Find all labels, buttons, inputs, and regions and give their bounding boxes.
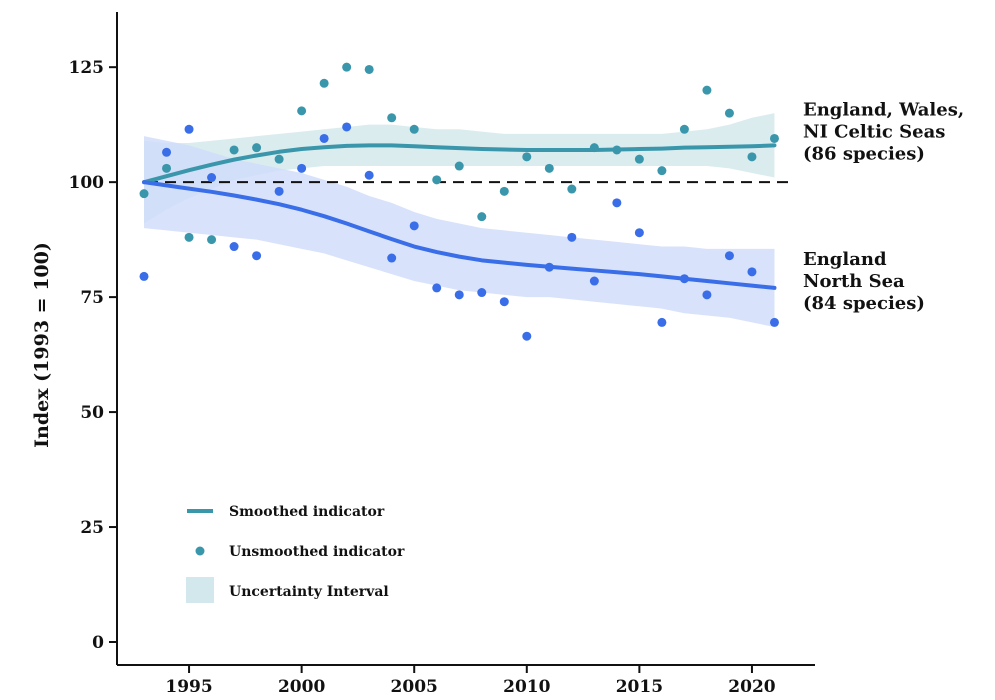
legend-label-uncertainty: Uncertainty Interval	[229, 584, 389, 600]
series-label-line: (86 species)	[803, 143, 925, 164]
data-point-north	[589, 276, 599, 286]
data-point-celtic	[454, 161, 464, 171]
data-point-north	[544, 262, 554, 272]
data-point-north	[184, 124, 194, 134]
legend-label-smoothed: Smoothed indicator	[229, 504, 385, 520]
data-point-celtic	[724, 108, 734, 118]
y-axis-ticks: 0 25 50 75 100 125	[69, 58, 117, 653]
data-point-celtic	[364, 64, 374, 74]
data-point-celtic	[477, 212, 487, 222]
x-tick-label: 2005	[391, 677, 438, 697]
data-point-north	[319, 133, 329, 143]
data-point-celtic	[319, 78, 329, 88]
legend-dot-swatch	[195, 546, 205, 556]
data-point-celtic	[274, 154, 284, 164]
data-point-celtic	[544, 163, 554, 173]
y-tick-label: 50	[80, 403, 104, 423]
legend-label-unsmoothed: Unsmoothed indicator	[229, 544, 405, 560]
data-point-north	[409, 221, 419, 231]
y-axis-title: Index (1993 = 100)	[31, 242, 53, 448]
data-point-north	[522, 331, 532, 341]
data-point-north	[364, 170, 374, 180]
smoothed-lines	[142, 143, 777, 290]
data-point-north	[747, 267, 757, 277]
data-point-celtic	[207, 235, 217, 245]
data-point-celtic	[409, 124, 419, 134]
data-point-celtic	[229, 145, 239, 155]
data-point-celtic	[342, 62, 352, 72]
data-point-north	[724, 251, 734, 261]
data-point-celtic	[162, 163, 172, 173]
smoothed-line-celtic	[142, 143, 777, 185]
data-point-north	[702, 290, 712, 300]
data-point-north	[477, 288, 487, 298]
x-tick-label: 1995	[165, 677, 212, 697]
data-point-north	[454, 290, 464, 300]
data-point-celtic	[184, 232, 194, 242]
series-label-line: NI Celtic Seas	[803, 121, 945, 142]
data-point-celtic	[702, 85, 712, 95]
data-point-north	[657, 317, 667, 327]
series-label-line: England	[803, 249, 887, 270]
data-point-celtic	[567, 184, 577, 194]
data-point-celtic	[634, 154, 644, 164]
series-label-line: North Sea	[803, 271, 905, 292]
data-point-celtic	[387, 113, 397, 123]
y-tick-label: 25	[80, 518, 104, 538]
data-point-north	[229, 242, 239, 252]
data-point-celtic	[522, 152, 532, 162]
data-point-celtic	[252, 143, 262, 153]
data-points	[139, 62, 779, 341]
data-point-north	[207, 173, 217, 183]
y-tick-label: 100	[69, 173, 105, 193]
data-point-north	[432, 283, 442, 293]
x-tick-label: 2000	[278, 677, 325, 697]
data-point-celtic	[432, 175, 442, 185]
x-axis-ticks: 1995 2000 2005 2010 2015 2020	[165, 665, 776, 697]
data-point-celtic	[139, 189, 149, 199]
legend: Smoothed indicator Unsmoothed indicator …	[186, 504, 405, 603]
data-point-celtic	[499, 186, 509, 196]
data-point-celtic	[589, 143, 599, 153]
series-label-line: England, Wales,	[803, 99, 964, 120]
data-point-north	[567, 232, 577, 242]
legend-band-swatch	[186, 577, 214, 603]
data-point-north	[634, 228, 644, 238]
y-tick-label: 125	[69, 58, 105, 78]
data-point-north	[342, 122, 352, 132]
data-point-celtic	[769, 133, 779, 143]
axes: 0 25 50 75 100 125 1995 2000 2005 2010 2015 2020	[69, 12, 815, 697]
data-point-north	[499, 297, 509, 307]
data-point-north	[297, 163, 307, 173]
y-tick-label: 0	[92, 633, 104, 653]
data-point-north	[769, 317, 779, 327]
data-point-north	[679, 274, 689, 284]
data-point-celtic	[612, 145, 622, 155]
x-tick-label: 2015	[616, 677, 663, 697]
uncertainty-band-celtic	[144, 113, 775, 224]
series-label-celtic: England, Wales, NI Celtic Seas (86 species…	[803, 99, 964, 164]
x-tick-label: 2010	[503, 677, 550, 697]
y-tick-label: 75	[80, 288, 104, 308]
data-point-celtic	[297, 106, 307, 116]
series-label-north: England North Sea (84 species)	[803, 249, 925, 314]
data-point-celtic	[747, 152, 757, 162]
data-point-celtic	[657, 166, 667, 176]
data-point-north	[612, 198, 622, 208]
x-tick-label: 2020	[728, 677, 775, 697]
smoothed-line-north	[142, 180, 777, 290]
data-point-north	[162, 147, 172, 157]
series-labels: England, Wales, NI Celtic Seas (86 species…	[803, 99, 964, 314]
uncertainty-bands	[144, 113, 775, 328]
data-point-north	[139, 271, 149, 281]
series-label-line: (84 species)	[803, 293, 925, 314]
data-point-north	[274, 186, 284, 196]
data-point-north	[387, 253, 397, 263]
data-point-celtic	[679, 124, 689, 134]
uncertainty-band-north	[144, 136, 775, 328]
data-point-north	[252, 251, 262, 261]
